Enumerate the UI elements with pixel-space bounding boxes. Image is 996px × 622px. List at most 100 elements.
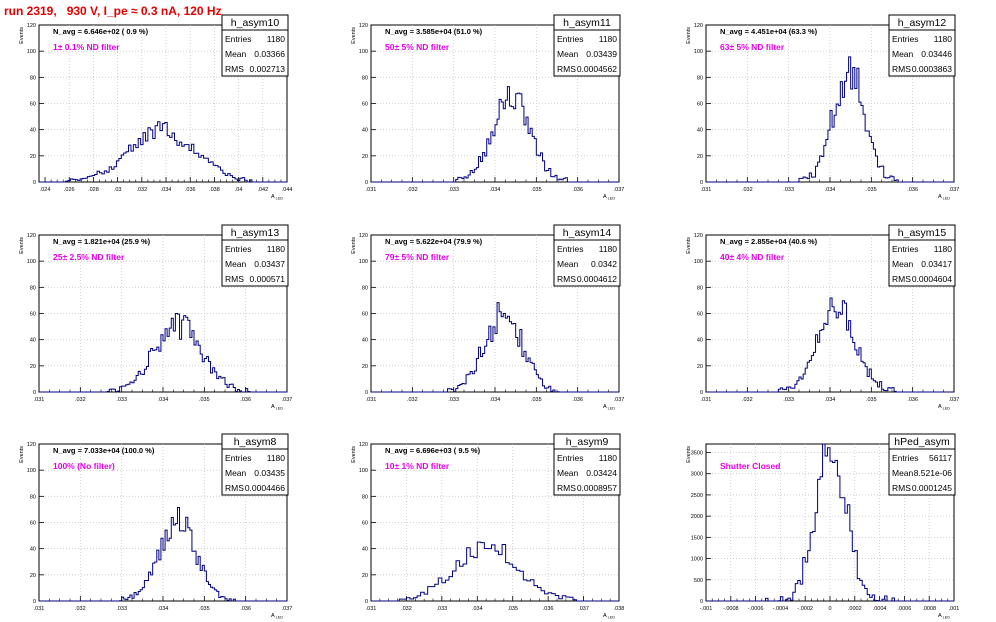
y-tick-label: 40	[697, 338, 703, 344]
y-tick-label: 80	[30, 285, 36, 291]
stats-label: Entries	[225, 34, 251, 44]
y-tick-label: 60	[697, 102, 703, 108]
stats-title: hPed_asym	[894, 436, 950, 448]
x-tick-label: .032	[136, 187, 147, 193]
x-tick-label: -.0006	[748, 606, 764, 612]
stats-value: 1180	[599, 34, 618, 44]
y-tick-label: 120	[359, 23, 368, 29]
x-tick-label: .028	[88, 187, 99, 193]
stats-label: RMS	[225, 274, 244, 284]
navg-label: N_avg = 6.646e+02 ( 0.9 %)	[53, 27, 149, 36]
filter-label: 63± 5% ND filter	[720, 42, 785, 52]
y-tick-label: 80	[30, 75, 36, 81]
y-tick-label: 120	[359, 442, 368, 448]
stats-label: RMS	[892, 483, 911, 493]
stats-value: 0.03424	[586, 468, 617, 478]
y-tick-label: 80	[362, 494, 368, 500]
y-tick-label: 20	[362, 364, 368, 370]
x-tick-label: .034	[490, 187, 501, 193]
x-tick-label: .0006	[898, 606, 912, 612]
panel-h_asym11: .031 .032 .033 .034 .035 .036 .037 0 20 40 60 80 100…	[351, 14, 625, 201]
stats-box	[553, 224, 621, 287]
x-axis-title: ALED	[271, 404, 283, 411]
x-tick-label: .036	[572, 397, 583, 403]
y-tick-label: 60	[362, 312, 368, 318]
y-tick-label: 3500	[691, 450, 703, 456]
stats-box	[888, 224, 956, 287]
x-tick-label: .036	[572, 187, 583, 193]
y-tick-label: 20	[362, 573, 368, 579]
x-tick-label: .038	[614, 606, 625, 612]
filter-label: Shutter Closed	[720, 461, 780, 471]
stats-label: RMS	[225, 64, 244, 74]
stats-value: 0.03435	[254, 468, 285, 478]
y-tick-label: 80	[697, 75, 703, 81]
stats-box	[553, 14, 621, 77]
stats-value: 0.03446	[921, 49, 952, 59]
stats-label: RMS	[225, 483, 244, 493]
x-tick-label: .03	[114, 187, 122, 193]
stats-label: Entries	[892, 453, 918, 463]
x-tick-label: .037	[614, 187, 625, 193]
x-tick-label: .032	[407, 397, 418, 403]
y-tick-label: 2000	[691, 514, 703, 520]
y-tick-label: 40	[362, 128, 368, 134]
panel-h_asym9: .031 .032 .033 .034 .035 .036 .037 .038 0 20 40 60 8…	[351, 433, 625, 620]
y-tick-label: 40	[30, 547, 36, 553]
y-axis-title: Events	[19, 27, 25, 44]
x-tick-label: .032	[75, 397, 86, 403]
panel-h_asym10: .024 .026 .028 .03 .032 .034 .036 .038 .04 .042 .0…	[19, 14, 293, 201]
y-tick-label: 120	[694, 23, 703, 29]
x-tick-label: .032	[407, 187, 418, 193]
x-tick-label: .036	[543, 606, 554, 612]
x-tick-label: .031	[366, 397, 377, 403]
stats-box	[221, 224, 289, 287]
x-tick-label: .035	[531, 187, 542, 193]
x-tick-label: .0004	[873, 606, 887, 612]
x-tick-label: .036	[240, 606, 251, 612]
y-tick-label: 40	[697, 128, 703, 134]
x-tick-label: .033	[436, 606, 447, 612]
stats-value: 1180	[267, 34, 286, 44]
x-tick-label: -.0002	[797, 606, 813, 612]
x-tick-label: .035	[199, 397, 210, 403]
y-tick-label: 100	[359, 468, 368, 474]
stats-value: 0.0004466	[245, 483, 285, 493]
x-tick-label: .044	[282, 187, 293, 193]
y-tick-label: 120	[27, 23, 36, 29]
x-tick-label: .035	[866, 187, 877, 193]
x-tick-label: .001	[949, 606, 960, 612]
y-tick-label: 60	[697, 312, 703, 318]
x-tick-label: .034	[825, 397, 836, 403]
histogram-series	[39, 121, 287, 183]
stats-value: 0.0004612	[577, 274, 617, 284]
x-tick-label: .0002	[848, 606, 862, 612]
stats-title: h_asym11	[563, 17, 611, 29]
stats-box	[888, 14, 956, 77]
x-tick-label: .034	[825, 187, 836, 193]
y-tick-label: 60	[30, 102, 36, 108]
stats-value: 0.000571	[250, 274, 286, 284]
y-tick-label: 100	[27, 468, 36, 474]
y-tick-label: 80	[697, 285, 703, 291]
x-tick-label: .036	[240, 397, 251, 403]
x-tick-label: .034	[472, 606, 483, 612]
y-tick-label: 60	[362, 521, 368, 527]
y-tick-label: 100	[359, 49, 368, 55]
x-axis-title: ALED	[938, 404, 950, 411]
stats-label: Mean	[557, 259, 579, 269]
y-tick-label: 100	[694, 259, 703, 265]
stats-value: 0.0003863	[912, 64, 952, 74]
y-tick-label: 40	[30, 338, 36, 344]
stats-label: Mean	[225, 49, 247, 59]
stats-title: h_asym12	[898, 17, 947, 29]
filter-label: 50± 5% ND filter	[385, 42, 450, 52]
x-tick-label: .033	[448, 187, 459, 193]
y-tick-label: 500	[694, 578, 703, 584]
x-tick-label: .037	[949, 187, 960, 193]
stats-label: Entries	[557, 453, 583, 463]
navg-label: N_avg = 5.622e+04 (79.9 %)	[385, 237, 483, 246]
histogram-series	[706, 297, 954, 393]
x-tick-label: .024	[40, 187, 51, 193]
x-tick-label: .037	[282, 397, 293, 403]
